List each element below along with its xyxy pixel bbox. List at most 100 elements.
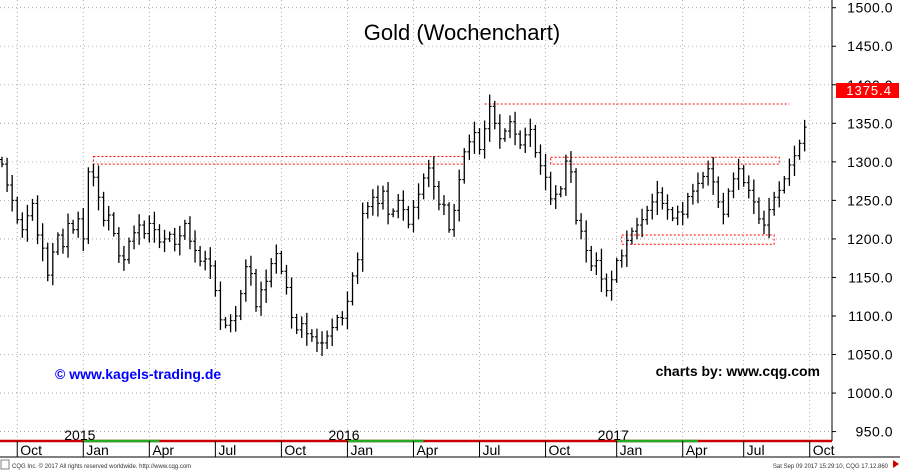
resistance-zone (92, 155, 465, 165)
price-bar (782, 176, 787, 194)
month-label: Jul (483, 442, 501, 458)
price-bar (45, 242, 50, 282)
price-bar (528, 118, 533, 147)
price-bar (472, 121, 477, 154)
price-bar (299, 316, 304, 338)
price-bar (447, 202, 452, 233)
price-bar (579, 213, 584, 240)
price-bar (777, 181, 782, 208)
price-bar (441, 195, 446, 216)
price-bar (50, 242, 55, 286)
price-bar (375, 185, 380, 217)
price-bar (426, 159, 431, 188)
month-label: Apr (416, 442, 438, 458)
price-bar (543, 153, 548, 191)
price-bar (147, 215, 152, 243)
scroll-right-arrow-icon[interactable] (893, 460, 899, 468)
price-bar (767, 197, 772, 239)
price-bar (91, 163, 96, 187)
price-bar (330, 318, 335, 347)
price-bar (187, 216, 192, 250)
price-bar (457, 169, 462, 222)
price-bar (690, 183, 695, 205)
y-tick-label: 1450.0 (847, 38, 893, 54)
y-tick-label: 1200.0 (847, 231, 893, 247)
price-bar (741, 165, 746, 187)
price-bar (665, 194, 670, 220)
price-bar (797, 139, 802, 160)
last-price-marker: 1375.4 (836, 83, 899, 98)
price-bar (762, 210, 766, 235)
price-bar (467, 134, 472, 160)
time-axis: Oct Jan Apr Jul Oct Jan Apr Jul Oct Jan Apr Jul Oct 2… (0, 427, 900, 458)
price-bar (96, 165, 101, 211)
price-bar (746, 175, 751, 199)
price-bar (563, 154, 568, 196)
price-bar (701, 171, 706, 189)
y-tick-label: 1000.0 (847, 385, 893, 401)
year-label: 2015 (64, 427, 95, 443)
price-axis: 1500.01450.01400.01350.01300.01250.01200… (831, 0, 893, 441)
watermark-cqg: charts by: www.cqg.com (656, 363, 820, 379)
price-bar (772, 191, 777, 216)
price-bar (294, 313, 299, 334)
price-bar (381, 185, 385, 210)
price-bar (721, 192, 726, 225)
price-bar (66, 213, 71, 258)
y-tick-label: 1150.0 (848, 269, 893, 285)
y-tick-label: 1300.0 (847, 154, 893, 170)
price-bar (401, 190, 406, 221)
price-bar (609, 270, 614, 301)
price-bar (685, 192, 690, 219)
price-bar (670, 206, 675, 222)
price-bar (787, 158, 792, 186)
price-bar (477, 127, 482, 155)
price-bar (259, 281, 264, 316)
price-bar (802, 119, 807, 152)
price-bar (645, 205, 650, 225)
price-bar (289, 277, 294, 329)
price-bar (411, 200, 416, 233)
price-bar (497, 114, 502, 149)
price-bar (452, 204, 457, 237)
price-bar (345, 291, 350, 330)
y-tick-label: 1100.0 (848, 308, 893, 324)
price-bar (325, 330, 330, 350)
scroll-left-box[interactable] (0, 459, 10, 470)
price-bar (71, 219, 76, 234)
month-label: Apr (686, 442, 708, 458)
price-bar (254, 269, 258, 312)
price-bar (218, 281, 223, 330)
price-bar (482, 120, 487, 159)
y-tick-label: 1050.0 (847, 347, 893, 363)
price-bar (238, 289, 243, 321)
price-bar (198, 245, 203, 267)
price-bar (629, 227, 634, 245)
price-bar (40, 223, 45, 262)
price-bar (660, 187, 665, 210)
price-bar (675, 205, 680, 226)
price-bar (533, 124, 538, 158)
month-label: Jan (86, 442, 109, 458)
price-bar (355, 252, 360, 284)
price-bar (127, 237, 131, 264)
price-bar (30, 198, 35, 221)
price-bar (172, 227, 177, 252)
price-bar (523, 127, 528, 153)
price-bar (55, 232, 60, 256)
month-label: Jan (620, 442, 643, 458)
price-bar (416, 183, 421, 220)
price-bars (0, 94, 807, 357)
price-bar (635, 217, 639, 240)
price-bar (0, 156, 4, 168)
price-bar (386, 182, 391, 225)
price-bar (248, 255, 253, 286)
price-bar (10, 174, 15, 212)
month-label: Jul (218, 442, 236, 458)
price-bar (309, 329, 314, 342)
price-bar (15, 196, 20, 224)
price-bar (340, 311, 345, 326)
price-bar (594, 252, 599, 275)
price-bar (431, 156, 436, 200)
price-bar (792, 145, 797, 177)
